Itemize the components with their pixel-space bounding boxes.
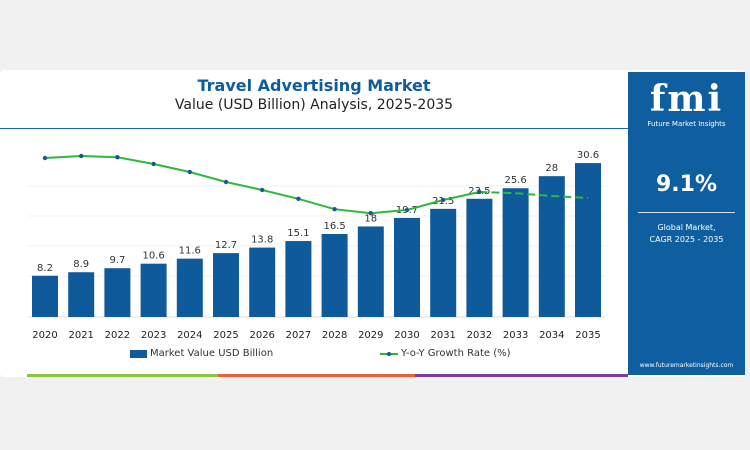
website-link[interactable]: www.futuremarketinsights.com bbox=[639, 362, 734, 369]
data-label-2025: 12.7 bbox=[215, 240, 237, 251]
growth-point-2023 bbox=[151, 161, 156, 167]
bar-2021 bbox=[68, 272, 95, 317]
legend-bar-label: Market Value USD Billion bbox=[150, 348, 274, 359]
bar-2032 bbox=[466, 198, 493, 317]
stripe-purple bbox=[415, 374, 628, 377]
x-tick-2026: 2026 bbox=[249, 330, 274, 341]
data-label-2028: 16.5 bbox=[323, 221, 345, 232]
x-tick-2028: 2028 bbox=[322, 330, 347, 341]
chart-title: Travel Advertising Market bbox=[197, 76, 431, 95]
growth-point-2024 bbox=[187, 169, 192, 175]
x-tick-2032: 2032 bbox=[467, 330, 492, 341]
bar-2031 bbox=[430, 208, 457, 317]
legend-item-line: Y-o-Y Growth Rate (%) bbox=[380, 348, 511, 359]
growth-point-2030 bbox=[404, 207, 410, 213]
bar-2034 bbox=[538, 176, 565, 317]
growth-point-2027 bbox=[296, 196, 301, 201]
bar-2022 bbox=[104, 268, 131, 317]
growth-point-2020 bbox=[42, 155, 48, 161]
stripe-green bbox=[27, 374, 218, 377]
side-panel: fmi Future Market Insights 9.1% Global M… bbox=[628, 72, 745, 375]
bar-2033 bbox=[502, 188, 529, 317]
data-label-2023: 10.6 bbox=[142, 251, 164, 262]
x-tick-2027: 2027 bbox=[286, 330, 311, 341]
x-tick-2029: 2029 bbox=[358, 330, 383, 341]
data-label-2024: 11.6 bbox=[179, 246, 201, 257]
legend-line-label: Y-o-Y Growth Rate (%) bbox=[401, 348, 511, 359]
legend-line-swatch bbox=[380, 351, 398, 356]
legend-bar-swatch bbox=[130, 349, 147, 358]
data-label-2034: 28 bbox=[545, 163, 558, 174]
growth-line-dashed bbox=[479, 191, 589, 199]
x-tick-2025: 2025 bbox=[213, 330, 238, 341]
data-label-2026: 13.8 bbox=[251, 235, 273, 246]
growth-point-2029 bbox=[368, 211, 373, 216]
logo-subtitle: Future Market Insights bbox=[647, 120, 726, 128]
bar-2028 bbox=[321, 234, 348, 317]
x-tick-2030: 2030 bbox=[394, 330, 419, 341]
data-label-2022: 9.7 bbox=[109, 255, 125, 266]
bar-2030 bbox=[394, 217, 420, 317]
legend-item-bars: Market Value USD Billion bbox=[130, 348, 273, 359]
x-tick-2024: 2024 bbox=[177, 330, 202, 341]
growth-point-2031 bbox=[441, 197, 446, 203]
x-tick-2035: 2035 bbox=[575, 330, 600, 341]
bar-2020 bbox=[32, 275, 58, 317]
cagr-value: 9.1% bbox=[655, 172, 717, 197]
x-tick-2034: 2034 bbox=[539, 330, 564, 341]
data-label-2029: 18 bbox=[364, 213, 377, 224]
x-tick-2023: 2023 bbox=[141, 330, 166, 341]
header-divider bbox=[0, 128, 628, 129]
bar-2024 bbox=[176, 258, 203, 317]
x-tick-2022: 2022 bbox=[105, 330, 130, 341]
bar-2025 bbox=[213, 253, 239, 317]
x-tick-2031: 2031 bbox=[430, 330, 455, 341]
data-label-2020: 8.2 bbox=[37, 263, 53, 274]
chart-subtitle: Value (USD Billion) Analysis, 2025-2035 bbox=[174, 97, 454, 113]
chart-card bbox=[0, 70, 745, 377]
bar-2026 bbox=[249, 247, 276, 317]
data-label-2027: 15.1 bbox=[287, 228, 309, 239]
x-tick-2021: 2021 bbox=[68, 330, 93, 341]
chart-plot: 8.2 2020 8.9 2021 9.7 2022 10.6 2023 11.6 2024 12.… bbox=[28, 150, 605, 341]
bar-2023 bbox=[140, 263, 167, 317]
bar-2035 bbox=[575, 163, 601, 317]
fmi-logo: fmi bbox=[649, 78, 724, 120]
data-label-2021: 8.9 bbox=[73, 259, 89, 270]
growth-point-2032 bbox=[477, 189, 482, 195]
x-tick-2020: 2020 bbox=[32, 330, 57, 341]
data-label-2033: 25.6 bbox=[504, 175, 526, 186]
data-label-2035: 30.6 bbox=[577, 150, 599, 161]
growth-point-2021 bbox=[79, 153, 84, 159]
cagr-label-line1: Global Market, bbox=[657, 223, 716, 232]
cagr-label: Global Market, CAGR 2025 - 2035 bbox=[628, 222, 745, 246]
growth-point-2028 bbox=[332, 207, 337, 212]
panel-divider bbox=[638, 212, 735, 213]
stripe-orange bbox=[218, 374, 415, 377]
growth-point-2022 bbox=[115, 155, 120, 160]
bar-2029 bbox=[357, 226, 384, 317]
growth-point-2026 bbox=[260, 187, 265, 193]
growth-point-2025 bbox=[223, 179, 229, 185]
x-tick-2033: 2033 bbox=[503, 330, 528, 341]
bar-2027 bbox=[285, 241, 312, 317]
cagr-label-line2: CAGR 2025 - 2035 bbox=[649, 235, 724, 244]
